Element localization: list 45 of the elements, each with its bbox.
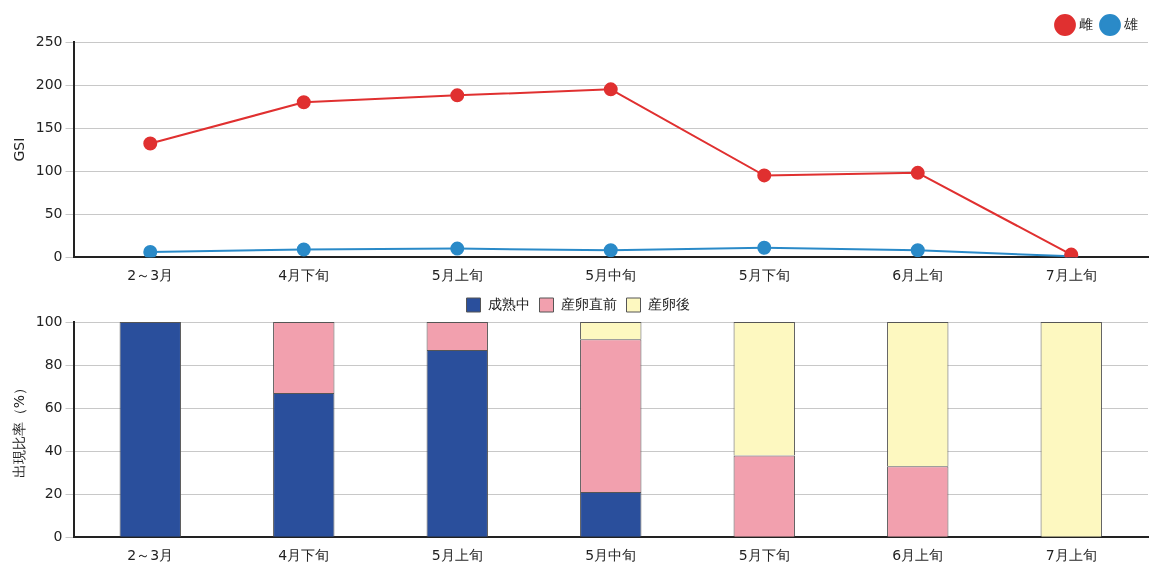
y-axis-title: 出現比率（%） — [11, 380, 28, 479]
legend-label: 雄 — [1123, 15, 1138, 32]
x-tick-label: 2～3月 — [127, 547, 174, 564]
point — [603, 82, 618, 97]
y-axis-title: GSI — [11, 137, 28, 162]
x-tick-label: 4月下旬 — [278, 267, 330, 284]
x-tick-label: 5月中旬 — [585, 267, 637, 284]
point — [296, 95, 311, 110]
x-tick-label: 7月上旬 — [1045, 267, 1097, 284]
y-tick-label: 150 — [35, 118, 63, 135]
x-tick-label: 5月上旬 — [431, 547, 483, 564]
point — [757, 168, 772, 183]
y-tick-label: 0 — [53, 527, 63, 544]
x-tick-label: 5月中旬 — [585, 547, 637, 564]
y-tick-label: 200 — [35, 75, 63, 92]
y-tick-label: 50 — [44, 204, 63, 221]
y-tick-label: 250 — [35, 32, 63, 49]
x-tick-label: 5月上旬 — [431, 267, 483, 284]
y-tick-label: 60 — [44, 398, 63, 415]
point — [143, 136, 158, 151]
point — [757, 240, 772, 255]
y-tick-label: 40 — [44, 441, 63, 458]
y-tick-label: 80 — [44, 355, 63, 372]
point — [143, 245, 158, 258]
y-tick-label: 0 — [53, 247, 63, 264]
x-tick-label: 7月上旬 — [1045, 547, 1097, 564]
point — [910, 243, 925, 258]
x-tick-label: 6月上旬 — [892, 267, 944, 284]
point — [450, 241, 465, 256]
legend-label: 産卵直前 — [560, 295, 617, 312]
y-tick-label: 20 — [44, 484, 63, 501]
x-tick-label: 4月下旬 — [278, 547, 330, 564]
y-tick-label: 100 — [35, 312, 63, 329]
point — [910, 165, 925, 180]
x-tick-label: 5月下旬 — [738, 547, 790, 564]
legend-label: 成熟中 — [487, 295, 530, 312]
y-tick-label: 100 — [35, 161, 63, 178]
x-tick-label: 6月上旬 — [892, 547, 944, 564]
point — [603, 243, 618, 258]
point — [450, 88, 465, 103]
x-tick-label: 2～3月 — [127, 267, 174, 284]
point — [296, 242, 311, 257]
x-tick-label: 5月下旬 — [738, 267, 790, 284]
legend-label: 産卵後 — [647, 295, 690, 312]
legend-label: 雌 — [1079, 15, 1093, 32]
